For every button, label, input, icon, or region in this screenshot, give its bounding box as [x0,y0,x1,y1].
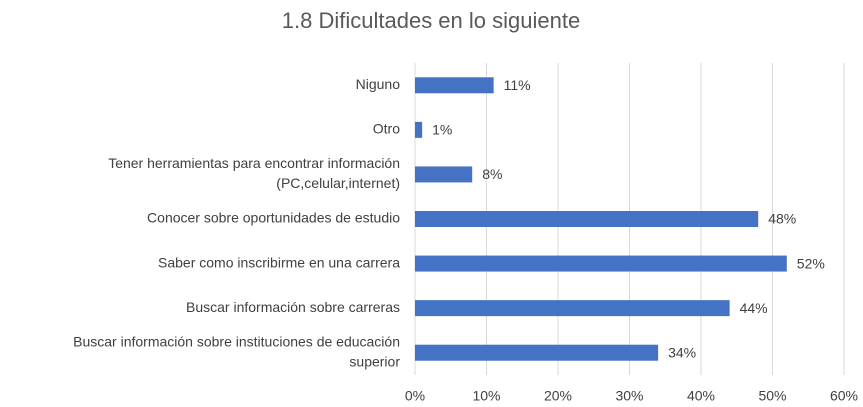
y-tick-label: (PC,celular,internet) [276,175,400,191]
x-tick-label: 10% [472,388,500,404]
chart-title: 1.8 Dificultades en lo siguiente [282,8,580,33]
data-label: 34% [668,344,696,360]
y-tick-label: Niguno [356,76,401,92]
bar [415,77,494,94]
y-tick-label: Buscar información sobre carreras [186,299,400,315]
bar [415,255,787,272]
data-label: 1% [432,122,452,138]
bar [415,344,659,361]
x-tick-label: 50% [758,388,786,404]
x-tick-label: 20% [544,388,572,404]
bar [415,300,730,317]
data-label: 11% [504,77,531,93]
y-tick-label: superior [349,353,400,369]
data-label: 44% [740,300,768,316]
x-tick-label: 0% [405,388,425,404]
data-label: 8% [482,166,502,182]
x-tick-label: 30% [615,388,643,404]
bar [415,211,759,227]
data-label: 48% [768,211,796,227]
x-tick-label: 60% [830,388,858,404]
y-tick-label: Otro [373,121,400,137]
y-tick-label: Tener herramientas para encontrar inform… [108,155,400,171]
bar [415,166,473,183]
x-tick-label: 40% [687,388,715,404]
y-tick-label: Buscar información sobre instituciones d… [73,333,400,349]
data-label: 52% [797,255,825,271]
y-tick-label: Saber como inscribirme en una carrera [158,254,400,270]
y-tick-label: Conocer sobre oportunidades de estudio [147,210,400,226]
bar [415,121,423,138]
